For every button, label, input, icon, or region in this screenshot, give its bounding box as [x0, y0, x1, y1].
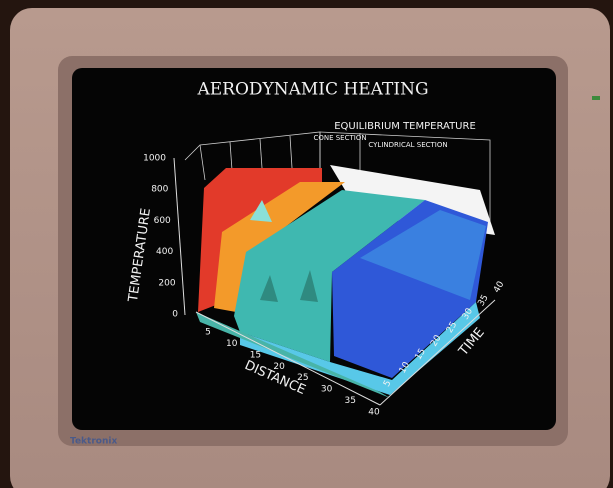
title: AERODYNAMIC HEATING — [196, 80, 428, 100]
power-led — [592, 96, 600, 100]
section-label: CYLINDRICAL SECTION — [368, 141, 447, 149]
tick-label: 35 — [345, 396, 356, 406]
tick-label: 600 — [154, 216, 171, 226]
tick-label: 800 — [151, 185, 168, 195]
tick-label: 40 — [368, 408, 380, 418]
subtitle: EQUILIBRIUM TEMPERATURE — [334, 121, 476, 132]
tick-label: 15 — [250, 350, 261, 360]
tick-label: 25 — [297, 373, 308, 383]
tick-label: 20 — [273, 362, 285, 372]
tick-label: 200 — [158, 278, 175, 288]
photo: Tektronix AERODYNAMIC HEATING EQUILIBRIU… — [0, 0, 613, 488]
tick-label: 5 — [205, 328, 211, 338]
tick-label: 0 — [172, 310, 178, 320]
tick-label: 400 — [156, 247, 173, 257]
brand: Tektronix — [70, 437, 117, 447]
tick-label: 10 — [226, 339, 238, 349]
tick-label: 30 — [321, 385, 333, 395]
tick-label: 1000 — [143, 154, 166, 164]
section-label: CONE SECTION — [313, 134, 366, 142]
